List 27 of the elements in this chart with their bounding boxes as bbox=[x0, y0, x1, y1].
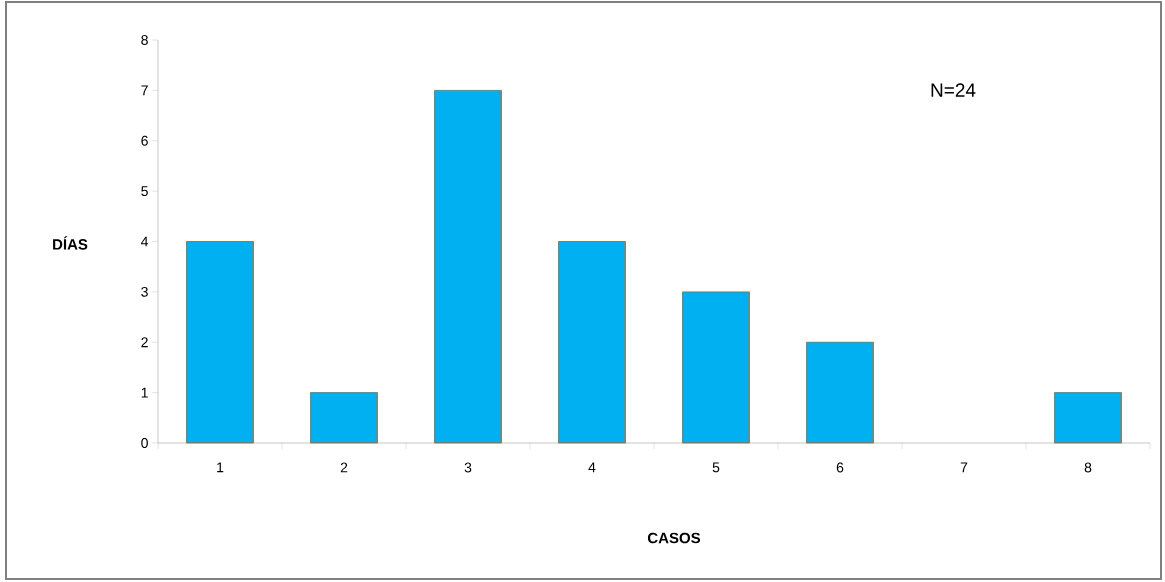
x-tick-label: 2 bbox=[340, 462, 348, 473]
bar bbox=[434, 89, 502, 444]
annotation: N=24 bbox=[931, 83, 976, 97]
y-tick-label: 7 bbox=[141, 85, 148, 96]
y-tick-label: 3 bbox=[141, 286, 148, 297]
bar bbox=[310, 392, 378, 444]
bar bbox=[186, 241, 254, 444]
bar bbox=[1054, 392, 1122, 444]
bar bbox=[682, 291, 750, 444]
bar bbox=[558, 241, 626, 444]
y-tick-label: 2 bbox=[141, 337, 148, 348]
x-tick-label: 1 bbox=[217, 462, 224, 473]
x-axis-title: CASOS bbox=[647, 532, 701, 544]
x-tick-label: 7 bbox=[960, 462, 968, 473]
y-tick-label: 8 bbox=[141, 35, 148, 45]
x-tick-label: 6 bbox=[836, 462, 844, 473]
y-tick-label: 6 bbox=[141, 135, 148, 146]
x-tick-label: 8 bbox=[1084, 462, 1092, 473]
bar bbox=[806, 341, 874, 444]
y-tick-label: 1 bbox=[141, 387, 148, 398]
x-tick-label: 5 bbox=[712, 462, 720, 473]
x-tick-label: 3 bbox=[464, 462, 472, 473]
y-tick-label: 5 bbox=[141, 186, 148, 197]
y-tick-label: 4 bbox=[141, 236, 149, 247]
y-axis-title: DÍAS bbox=[53, 236, 88, 250]
y-tick-label: 0 bbox=[141, 438, 148, 448]
x-tick-label: 4 bbox=[588, 462, 596, 473]
